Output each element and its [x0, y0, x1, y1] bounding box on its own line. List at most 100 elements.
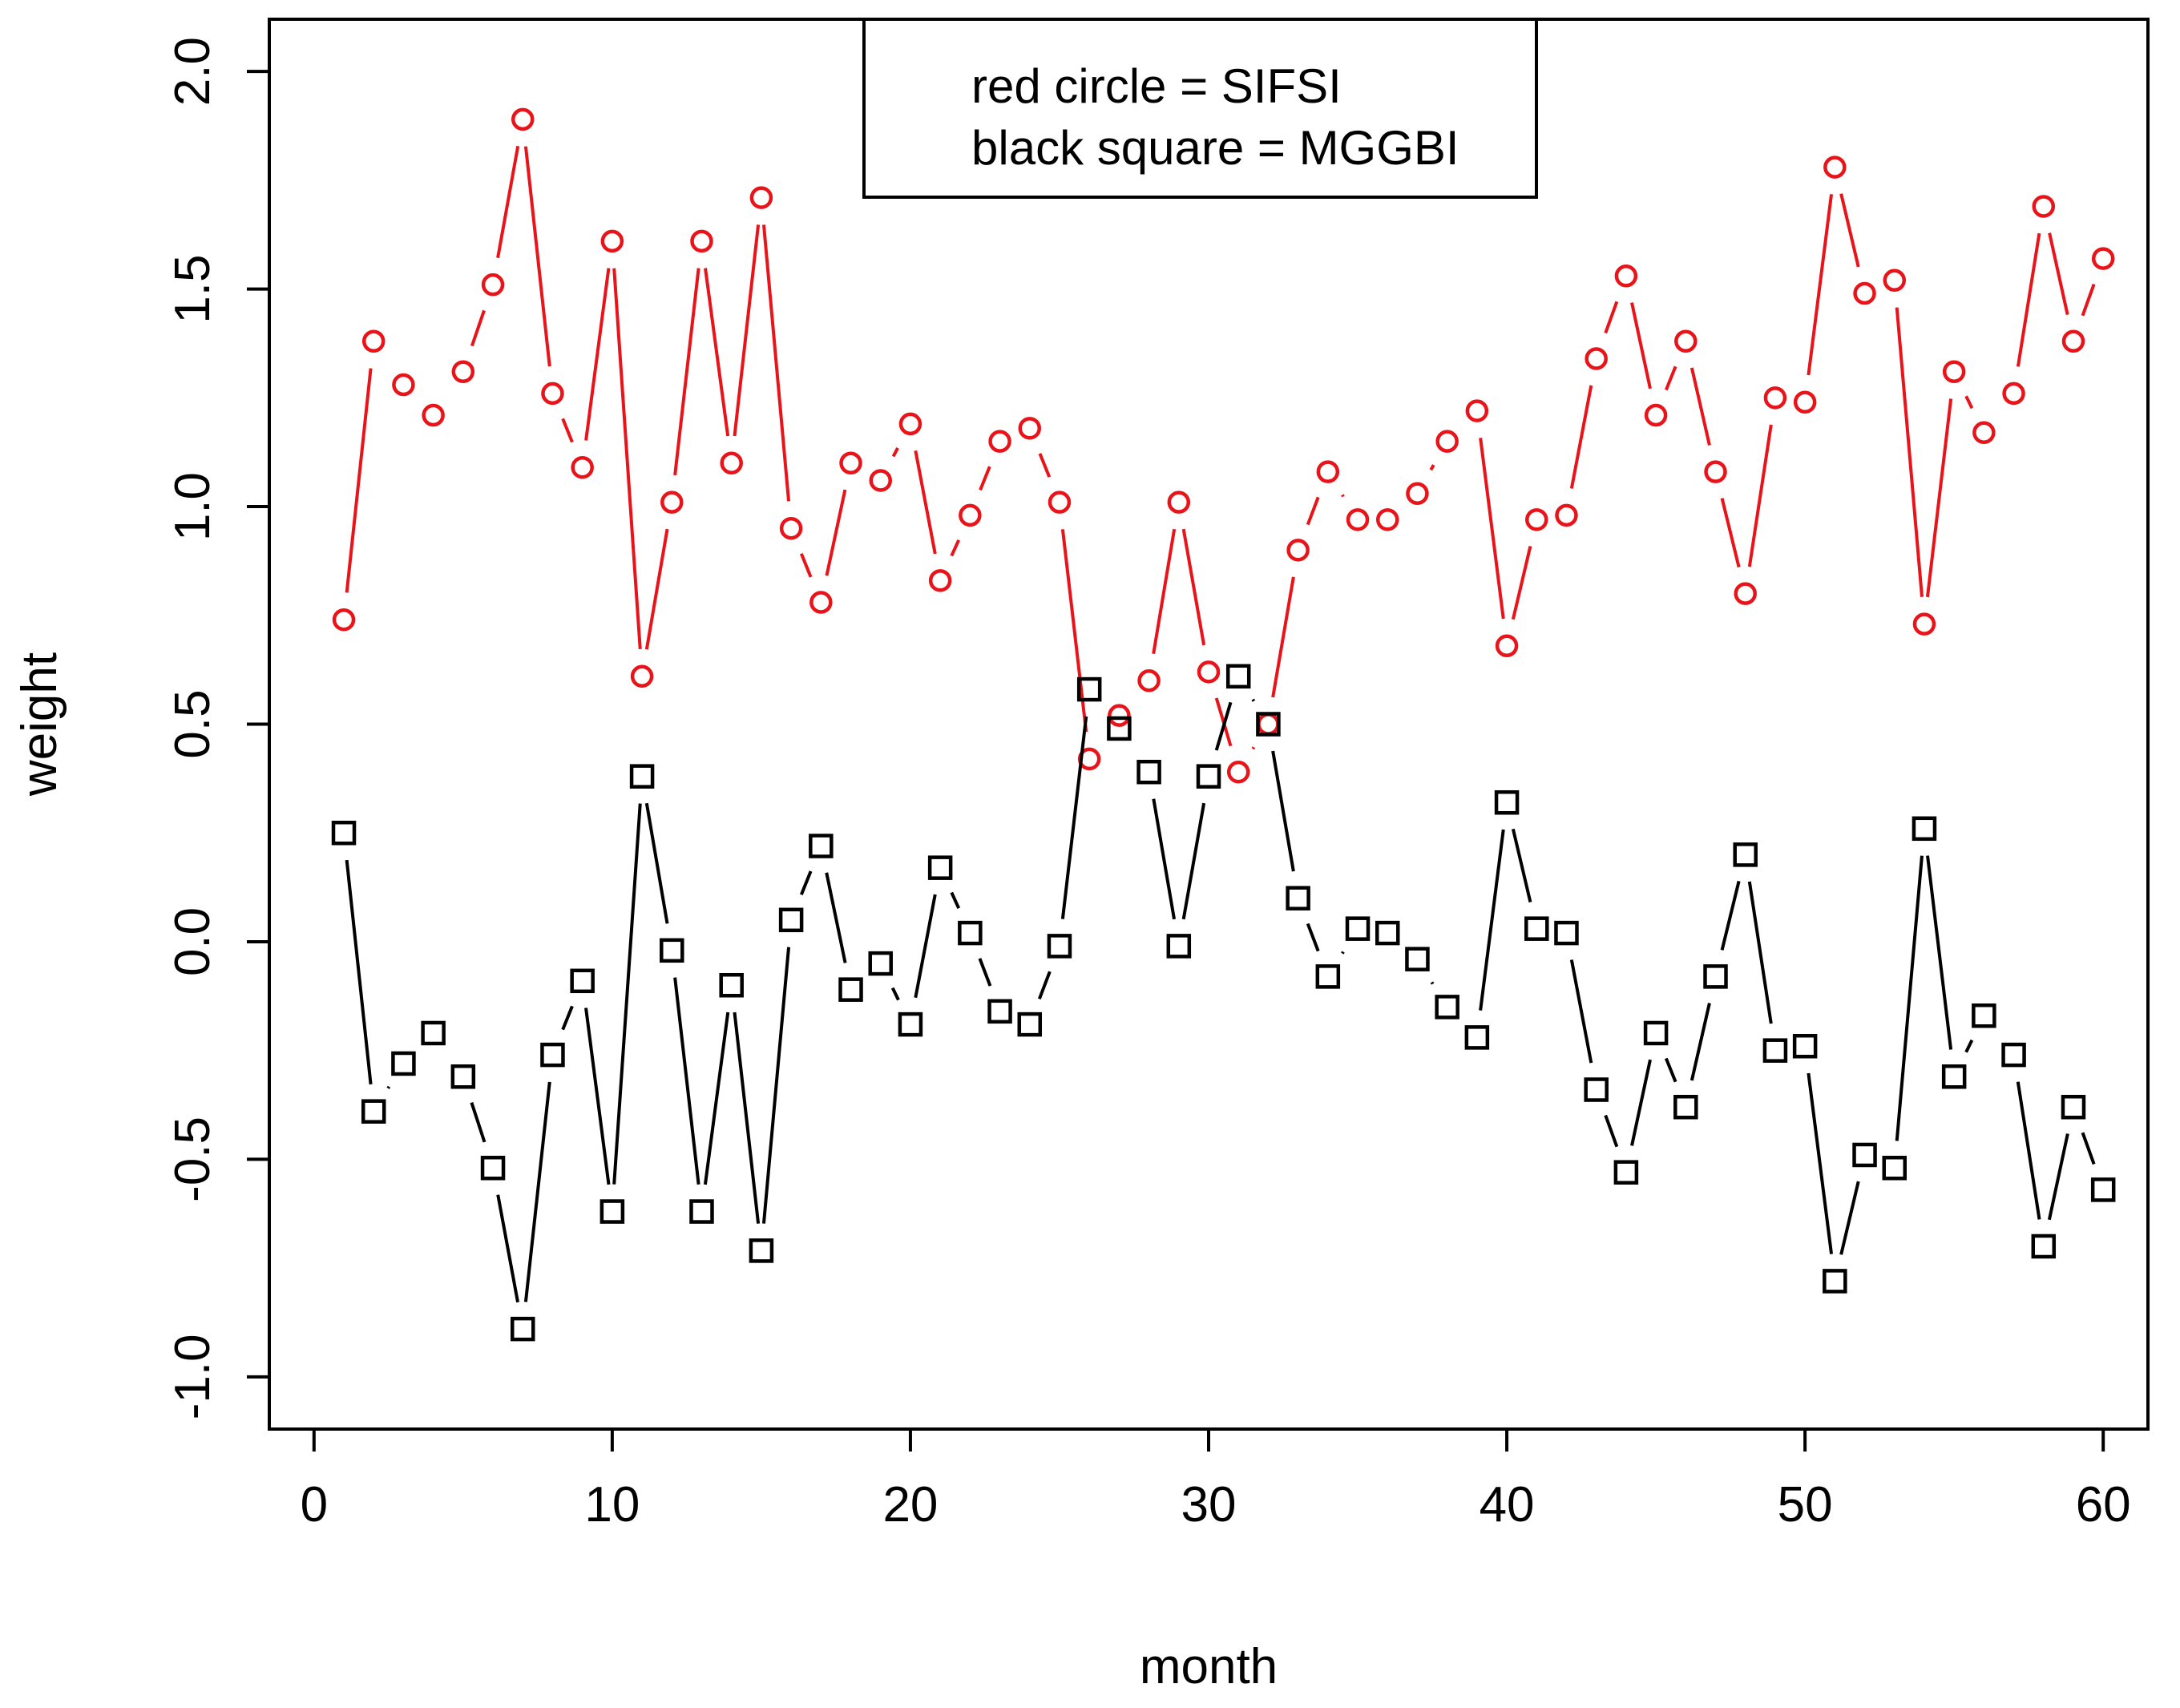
data-point: [1643, 1020, 1669, 1046]
line-segment: [1926, 855, 1953, 1050]
data-point: [1494, 789, 1520, 815]
data-point: [541, 382, 564, 406]
data-point: [1614, 264, 1638, 288]
line-segment: [1807, 1072, 1834, 1254]
y-axis-label: weight: [12, 652, 67, 797]
data-point: [1076, 676, 1102, 702]
series-sifsi: [332, 107, 2115, 784]
line-segment: [1720, 498, 1741, 568]
data-point: [629, 764, 655, 789]
line-segment: [2081, 1132, 2096, 1165]
line-segment: [1630, 1059, 1652, 1146]
line-segment: [1037, 971, 1052, 1000]
x-tick-label: 20: [882, 1477, 938, 1532]
line-segment: [1271, 750, 1295, 872]
line-segment: [644, 802, 669, 924]
line-segment: [1964, 395, 1974, 410]
data-point: [1793, 390, 1817, 414]
data-point: [1464, 1025, 1490, 1050]
data-point: [927, 855, 953, 880]
line-segment: [979, 466, 991, 491]
line-segment: [612, 268, 642, 649]
data-point: [392, 373, 415, 397]
line-segment: [761, 947, 791, 1224]
data-point: [719, 972, 744, 998]
data-point: [1345, 916, 1371, 941]
line-segment: [950, 891, 961, 909]
x-axis: 0 10 20 30 40 50 60: [301, 1427, 2131, 1532]
data-point: [1316, 460, 1340, 483]
data-point: [1047, 934, 1072, 959]
line-segment: [891, 447, 899, 458]
data-point: [689, 1199, 714, 1224]
data-point: [1733, 842, 1758, 867]
data-point: [1406, 482, 1429, 506]
line-segment: [1895, 307, 1924, 597]
series-mggbi: [331, 664, 2116, 1342]
data-point: [1613, 1160, 1639, 1185]
data-point: [1196, 764, 1221, 789]
legend-entry-mggbi: black square = MGGBI: [971, 121, 1459, 175]
line-segment: [644, 528, 669, 650]
y-tick-label: 1.0: [165, 472, 220, 541]
line-segment: [673, 977, 700, 1185]
data-point: [1375, 508, 1399, 531]
line-segment: [1604, 1114, 1619, 1148]
line-segment: [825, 489, 847, 576]
data-point: [1792, 1033, 1818, 1059]
data-point: [1882, 1156, 1907, 1181]
data-point: [690, 229, 713, 253]
data-point: [660, 491, 684, 514]
data-point: [511, 107, 535, 131]
line-segment: [1429, 464, 1435, 471]
line-segment: [914, 894, 937, 999]
line-segment: [890, 987, 900, 1001]
line-segment: [496, 1194, 520, 1303]
line-segment: [1690, 367, 1711, 446]
line-segment: [561, 418, 574, 443]
line-segment: [1839, 1181, 1860, 1255]
data-point: [809, 834, 834, 858]
line-segment: [470, 1101, 486, 1143]
data-point: [1465, 399, 1489, 422]
line-segment: [1060, 716, 1088, 919]
data-point: [1256, 712, 1281, 737]
line-segment: [2048, 232, 2069, 315]
line-segment: [1747, 881, 1773, 1024]
data-point: [481, 273, 505, 297]
data-point: [571, 455, 594, 479]
line-segment: [584, 268, 611, 441]
data-point: [1017, 1011, 1043, 1037]
line-segment: [1251, 746, 1256, 750]
data-point: [1286, 886, 1310, 911]
line-segment: [1569, 385, 1593, 489]
data-point: [778, 907, 804, 933]
data-point: [1315, 964, 1341, 989]
line-segment: [2047, 1133, 2069, 1221]
y-axis: -1.0 -0.5 0.0 0.5 1.0 1.5 2.0: [165, 37, 271, 1419]
data-point: [451, 360, 475, 383]
data-point: [1197, 660, 1221, 684]
data-point: [421, 1020, 446, 1046]
data-point: [1823, 155, 1847, 179]
line-segment: [523, 146, 551, 367]
y-tick-label: 0.5: [165, 689, 220, 758]
data-point: [2001, 1042, 2026, 1068]
line-segment: [1341, 494, 1345, 498]
legend-entry-sifsi: red circle = SIFSI: [971, 59, 1342, 113]
line-segment: [1690, 1003, 1711, 1081]
line-segment: [1747, 424, 1773, 567]
data-point: [1734, 582, 1757, 605]
data-point: [1912, 612, 1936, 636]
data-point: [868, 951, 893, 976]
data-point: [2032, 195, 2056, 218]
data-point: [1495, 634, 1519, 658]
data-point: [480, 1156, 506, 1181]
data-point: [540, 1042, 565, 1068]
line-segment: [978, 958, 992, 987]
line-segment: [1251, 698, 1256, 702]
x-tick-label: 10: [584, 1477, 640, 1532]
data-point: [1673, 1095, 1698, 1120]
legend: red circle = SIFSI black square = MGGBI: [862, 18, 1538, 199]
x-axis-label: month: [1140, 1639, 1278, 1694]
